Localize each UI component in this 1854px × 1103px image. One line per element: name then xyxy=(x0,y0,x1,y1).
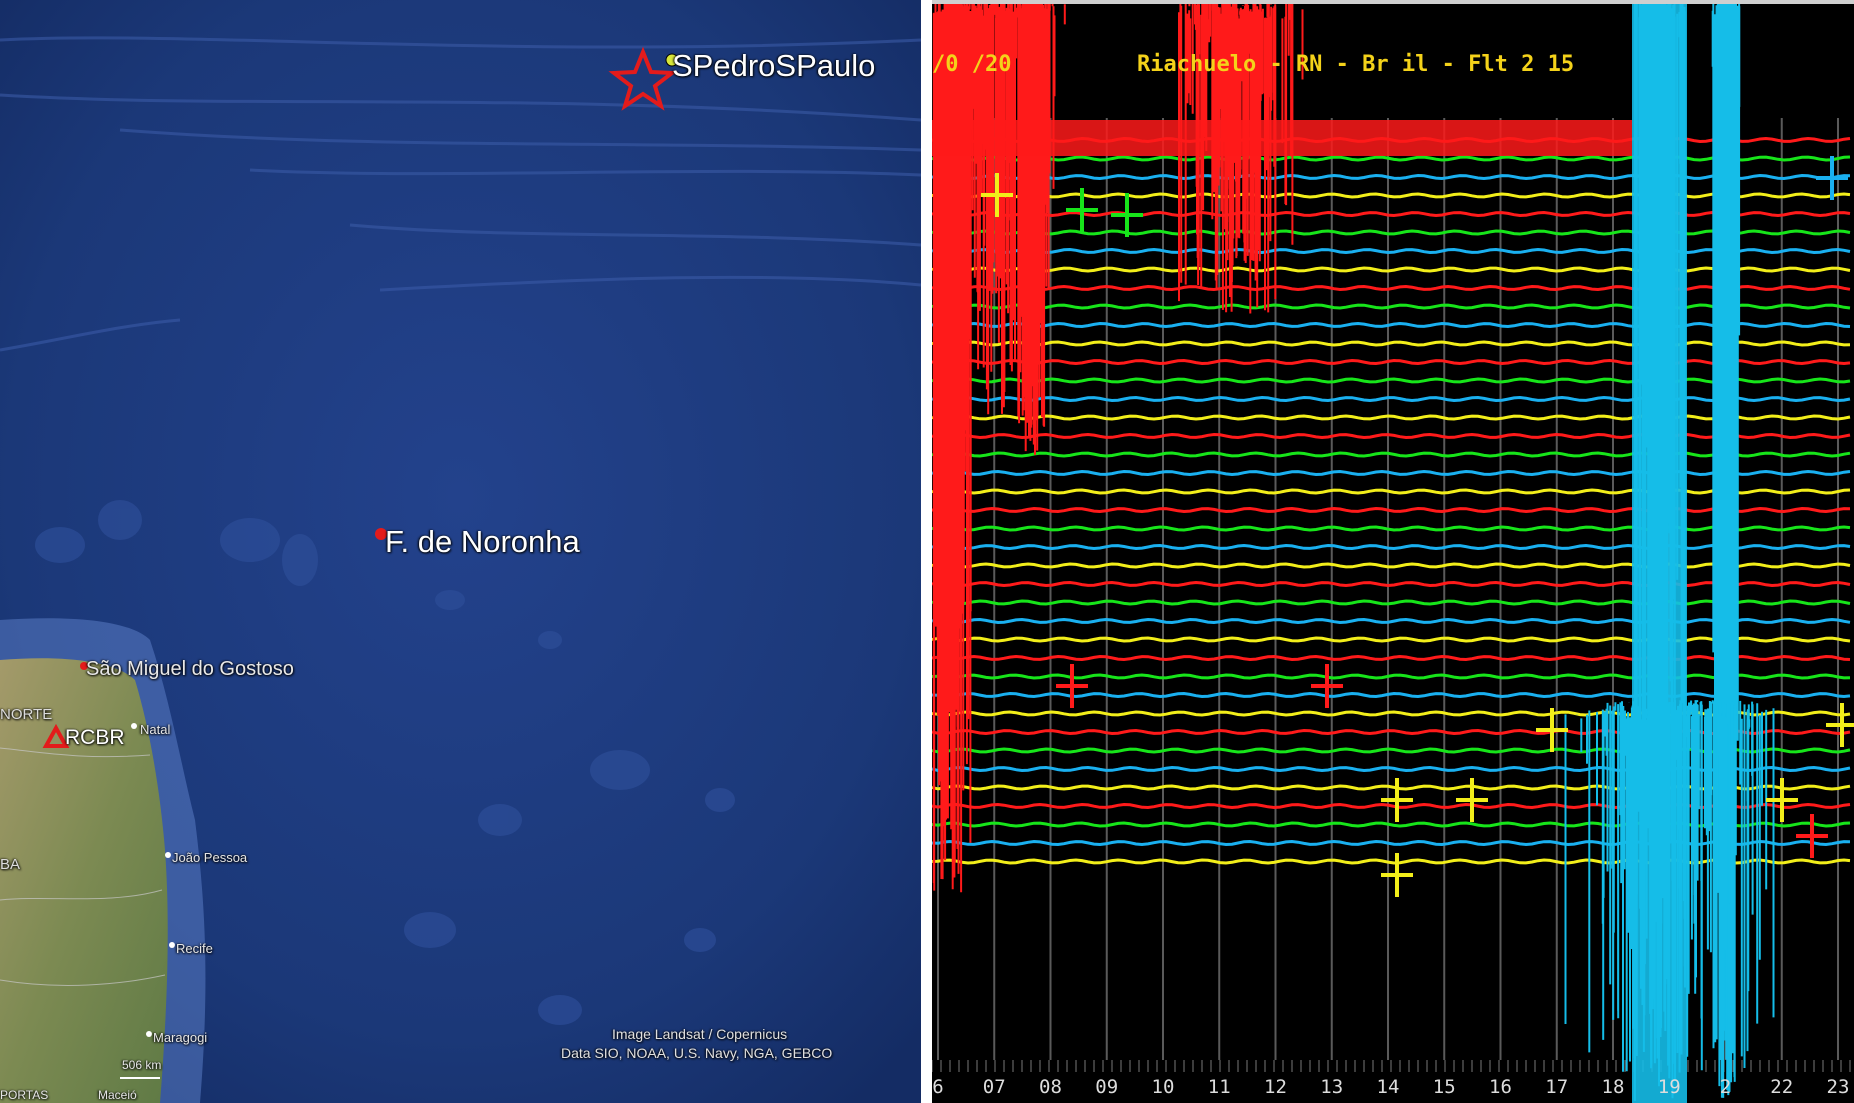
hour-tick-label: 15 xyxy=(1433,1076,1456,1098)
trace-line xyxy=(932,805,1850,808)
hour-tick-label: 2 xyxy=(1720,1076,1731,1098)
ba-label: BA xyxy=(0,856,20,873)
trace-line xyxy=(932,657,1850,660)
noronha-label: F. de Noronha xyxy=(385,524,580,560)
natal-label: Natal xyxy=(140,722,170,737)
event-spike xyxy=(1796,814,1828,858)
data-credit: Data SIO, NOAA, U.S. Navy, NGA, GEBCO xyxy=(561,1045,832,1061)
trace-line xyxy=(932,712,1850,715)
hour-tick-label: 19 xyxy=(1658,1076,1681,1098)
hour-tick-label: 22 xyxy=(1770,1076,1793,1098)
seismogram-header: Riachuelo - RN - Br il - Flt 2 15 xyxy=(1137,52,1574,77)
scale-label: 506 km xyxy=(122,1058,161,1072)
seismogram-plot xyxy=(932,0,1854,1103)
hour-tick-label: 11 xyxy=(1208,1076,1231,1098)
hour-tick-label: 23 xyxy=(1827,1076,1850,1098)
trace-line xyxy=(932,860,1850,863)
trace-line xyxy=(932,675,1850,678)
event-band xyxy=(932,120,1632,156)
trace-line xyxy=(932,768,1850,771)
recife-dot xyxy=(169,942,175,948)
event-burst-3 xyxy=(1179,0,1303,314)
hour-tick-label: 13 xyxy=(1320,1076,1343,1098)
event-spike xyxy=(1826,703,1854,747)
event-spike xyxy=(1056,664,1088,708)
trace-line xyxy=(932,786,1850,789)
hour-tick-label: 14 xyxy=(1377,1076,1400,1098)
trace-line xyxy=(932,749,1850,752)
event-burst-2 xyxy=(1018,0,1050,455)
bottom-left-city-label: Maceió xyxy=(98,1088,137,1102)
ocean-map: SPedroSPaulo F. de Noronha São Miguel do… xyxy=(0,0,921,1103)
event-spike xyxy=(1456,778,1488,822)
event-spike xyxy=(1381,853,1413,897)
large-event-block xyxy=(1632,0,1687,1103)
hour-tick-label: 07 xyxy=(983,1076,1006,1098)
bottom-left-label: PORTAS xyxy=(0,1088,48,1102)
hour-tick-label: 12 xyxy=(1264,1076,1287,1098)
norte-label: NORTE xyxy=(0,706,52,723)
hour-tick-label: 10 xyxy=(1152,1076,1175,1098)
hour-tick-label: 17 xyxy=(1545,1076,1568,1098)
hour-tick-label: 09 xyxy=(1095,1076,1118,1098)
joao-pessoa-label: João Pessoa xyxy=(172,850,247,865)
maragogi-dot xyxy=(146,1031,152,1037)
trace-line xyxy=(932,694,1850,697)
recife-label: Recife xyxy=(176,941,213,956)
spsp-label: SPedroSPaulo xyxy=(672,48,875,84)
seismogram-date: /0 /20 xyxy=(932,52,1011,77)
trace-line xyxy=(932,823,1850,826)
trace-line xyxy=(932,731,1850,734)
event-spike xyxy=(1311,664,1343,708)
event-spike xyxy=(1381,778,1413,822)
maragogi-label: Maragogi xyxy=(153,1030,207,1045)
trace-line xyxy=(932,842,1850,845)
joao-pessoa-dot xyxy=(165,852,171,858)
hour-tick-label: 18 xyxy=(1602,1076,1625,1098)
top-border xyxy=(932,0,1854,4)
event-spike xyxy=(1766,778,1798,822)
hour-tick-label: 08 xyxy=(1039,1076,1062,1098)
imagery-credit: Image Landsat / Copernicus xyxy=(612,1026,787,1042)
natal-dot xyxy=(131,723,137,729)
rcbr-label: RCBR xyxy=(65,726,125,750)
panel-divider xyxy=(921,0,932,1103)
seismogram-events xyxy=(932,0,1854,1103)
hour-tick-label: 16 xyxy=(1489,1076,1512,1098)
seismogram: /0 /20 Riachuelo - RN - Br il - Flt 2 15… xyxy=(932,0,1854,1103)
hour-tick-label: 6 xyxy=(932,1076,943,1098)
sao-miguel-label: São Miguel do Gostoso xyxy=(86,658,294,681)
